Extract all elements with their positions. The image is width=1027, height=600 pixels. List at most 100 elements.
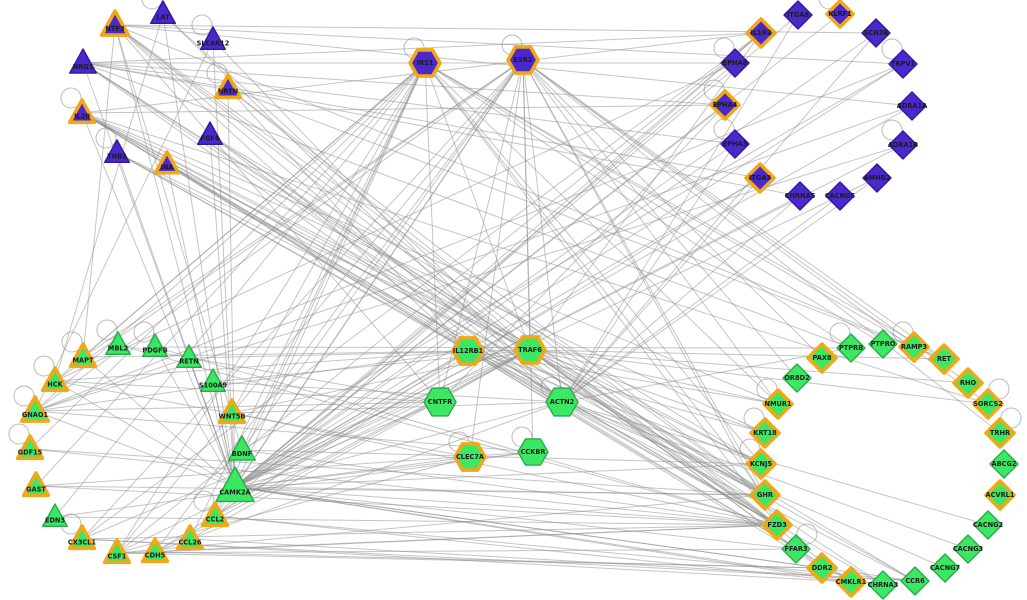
node-NMUR1[interactable] [762, 388, 794, 420]
edge-PDGFB-PTPRB [154, 346, 852, 349]
node-ADRA1A[interactable] [897, 91, 927, 121]
node-EDN3[interactable] [41, 503, 69, 528]
node-CACNG7[interactable] [930, 553, 960, 583]
node-TRHR[interactable] [984, 417, 1016, 449]
node-CMKLR1[interactable] [835, 566, 867, 598]
edge-S100A9-CAMK2A [212, 381, 236, 488]
edge-EPHA3-CAMK2A [234, 143, 736, 488]
node-SLC6A12[interactable] [199, 26, 227, 51]
node-shape-triangle [175, 344, 203, 369]
node-SCN3B[interactable] [861, 18, 891, 48]
node-GHR[interactable] [749, 479, 781, 511]
node-ADRA1B[interactable] [888, 130, 918, 160]
edge-HCK-CAMK2A [54, 380, 236, 488]
node-EPHA3[interactable] [720, 129, 750, 159]
node-CSF1[interactable] [102, 538, 132, 565]
node-MBL2[interactable] [104, 331, 132, 356]
node-FGF6[interactable] [196, 121, 224, 146]
edge-NRG1-FZD3 [82, 62, 778, 526]
node-IL12RB1[interactable] [451, 336, 485, 366]
edge-IL20-KCNJ5 [81, 112, 762, 465]
node-CLEC7A[interactable] [453, 442, 487, 472]
node-CACNG2[interactable] [973, 510, 1003, 540]
node-CCL26[interactable] [175, 524, 205, 551]
node-PDGFB[interactable] [141, 333, 169, 358]
edge-CAMK2A-FFAR3 [234, 486, 797, 550]
node-CHRNA3[interactable] [868, 570, 898, 600]
edge-PDGFB-CAMK2A [154, 346, 236, 488]
edge-layer [29, 13, 1001, 586]
node-EPHA8[interactable] [720, 48, 750, 78]
node-CAMK2A[interactable] [215, 466, 255, 503]
node-RETN[interactable] [175, 344, 203, 369]
node-CNTFR[interactable] [423, 387, 457, 417]
node-shape-diamond [709, 89, 741, 121]
edge-IL20-NMUR1 [81, 112, 779, 405]
node-LAT[interactable] [149, 0, 177, 25]
node-CCR6[interactable] [900, 566, 930, 596]
node-IL20[interactable] [67, 98, 97, 125]
node-GNAO1[interactable] [19, 395, 51, 423]
node-FFAR3[interactable] [781, 534, 811, 564]
edge-ESR2-CDH5 [154, 59, 524, 553]
node-HCK[interactable] [40, 366, 70, 393]
node-RAMP3[interactable] [898, 331, 930, 363]
node-PTPRO[interactable] [868, 329, 898, 359]
edge-NTF3-RET [114, 24, 945, 360]
node-DDR2[interactable] [806, 552, 838, 584]
node-KLRF1[interactable] [825, 0, 855, 29]
node-shape-diamond [781, 534, 811, 564]
node-ABCG2[interactable] [989, 449, 1019, 479]
node-GAST[interactable] [21, 471, 51, 498]
node-ACTN2[interactable] [545, 387, 579, 417]
node-RET[interactable] [928, 343, 960, 375]
node-GDF15[interactable] [15, 434, 45, 461]
node-SORCS2[interactable] [972, 388, 1004, 420]
node-shape-diamond [888, 130, 918, 160]
node-NRTN[interactable] [213, 73, 243, 100]
node-FZD3[interactable] [761, 509, 793, 541]
node-KCNJ5[interactable] [745, 448, 777, 480]
node-BDNF[interactable] [227, 435, 257, 461]
node-IRS1[interactable] [408, 48, 442, 78]
node-CX3CL1[interactable] [67, 524, 97, 551]
node-NRG1[interactable] [68, 48, 98, 74]
node-NTF3[interactable] [99, 9, 131, 37]
node-AMHR2[interactable] [862, 163, 892, 193]
node-EPHA4[interactable] [709, 89, 741, 121]
node-shape-diamond [888, 49, 918, 79]
node-MAPT[interactable] [68, 342, 98, 369]
node-ITGA3[interactable] [744, 162, 776, 194]
node-CACNG3[interactable] [953, 534, 983, 564]
self-loop-ADRA1B [881, 119, 903, 141]
node-CCKBR[interactable] [517, 438, 549, 466]
node-shape-diamond [897, 91, 927, 121]
node-TNB1[interactable] [103, 139, 131, 164]
node-KRT18[interactable] [749, 417, 781, 449]
node-INA[interactable] [153, 150, 181, 175]
node-CCL2[interactable] [200, 501, 230, 528]
node-shape-triangle [153, 150, 181, 175]
edge-ACTN2-CHRNA3 [561, 401, 884, 586]
node-CHRNA5[interactable] [785, 181, 815, 211]
node-ACVRL1[interactable] [984, 479, 1016, 511]
node-CACNG5[interactable] [825, 181, 855, 211]
edge-ACTN2-CACNG7 [561, 401, 946, 569]
node-PTPRB[interactable] [836, 333, 866, 363]
node-WNT5B[interactable] [217, 398, 247, 425]
node-ITGA8[interactable] [783, 0, 813, 30]
node-CDH5[interactable] [140, 537, 170, 564]
self-loop-GDF15 [8, 423, 30, 445]
node-OR8D2[interactable] [782, 363, 812, 393]
node-TRAF6[interactable] [513, 335, 547, 365]
node-shape-triangle [196, 121, 224, 146]
edge-ESR2-CNTFR [439, 59, 524, 403]
edge-ESR2-ACTN2 [522, 59, 563, 403]
node-RHO[interactable] [952, 367, 984, 399]
node-PAX8[interactable] [806, 342, 838, 374]
node-IL1R2[interactable] [745, 17, 777, 49]
node-ESR2[interactable] [506, 45, 540, 75]
node-TRPV1[interactable] [888, 49, 918, 79]
node-S100A9[interactable] [199, 368, 227, 393]
